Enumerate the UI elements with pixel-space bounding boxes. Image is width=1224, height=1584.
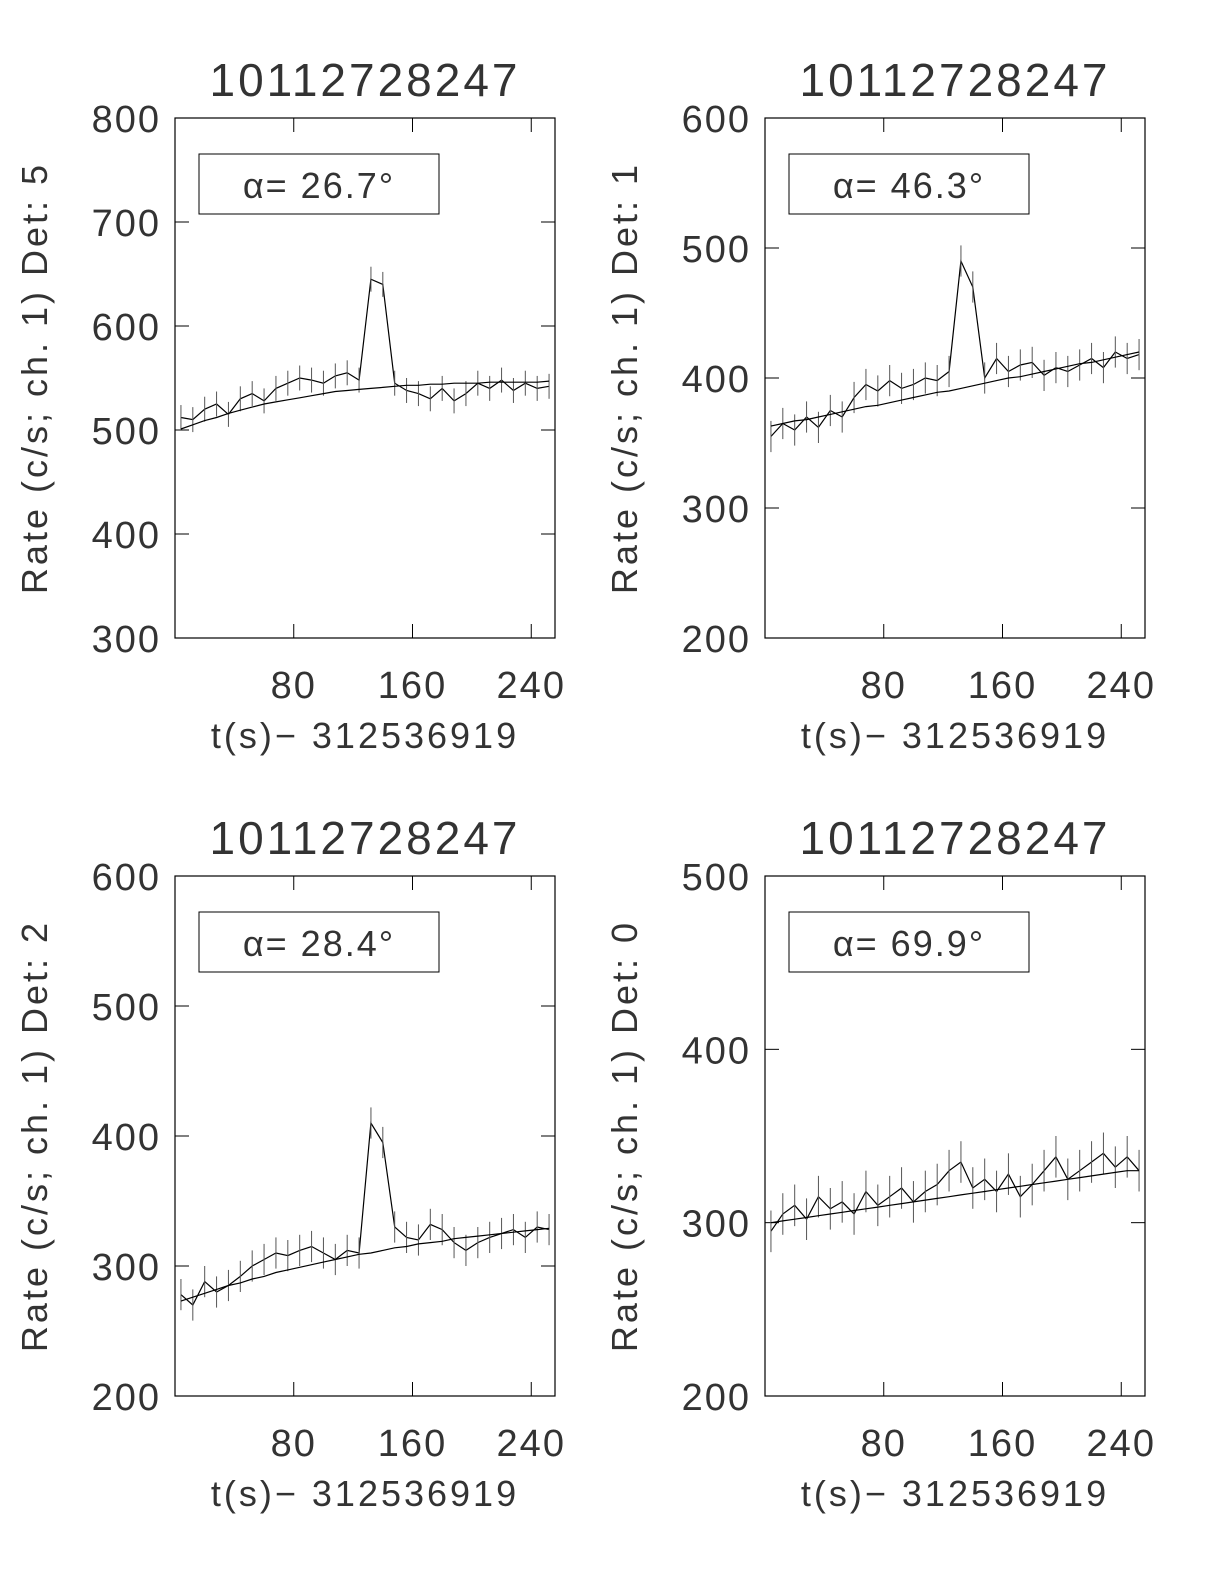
- plot-frame: [764, 875, 1146, 1397]
- y-tick-label: 200: [682, 1377, 751, 1419]
- x-tick-label: 240: [497, 1423, 566, 1465]
- annotation-box: [788, 153, 1030, 215]
- x-tick-label: 240: [1087, 665, 1156, 707]
- y-axis-label: Rate (c/s; ch. 1) Det: 0: [604, 920, 645, 1352]
- x-tick-label: 160: [378, 665, 447, 707]
- y-tick-label: 800: [92, 99, 161, 141]
- y-tick-label: 600: [92, 307, 161, 349]
- y-tick-label: 300: [682, 1204, 751, 1246]
- chart-title: 10112728247: [210, 812, 521, 864]
- y-axis-label: Rate (c/s; ch. 1) Det: 2: [14, 920, 55, 1352]
- fit-line: [770, 1170, 1140, 1224]
- x-axis-label: t(s)− 312536919: [801, 1473, 1109, 1514]
- plot-frame: [174, 117, 556, 639]
- data-line: [180, 1121, 550, 1306]
- x-tick-label: 80: [861, 665, 907, 707]
- x-axis-label: t(s)− 312536919: [211, 715, 519, 756]
- x-tick-label: 160: [968, 1423, 1037, 1465]
- y-tick-label: 400: [92, 1117, 161, 1159]
- fit-line: [180, 380, 550, 430]
- x-tick-label: 160: [378, 1423, 447, 1465]
- annotation-box: [198, 153, 440, 215]
- y-tick-label: 300: [92, 619, 161, 661]
- y-tick-label: 300: [92, 1247, 161, 1289]
- chart-title: 10112728247: [800, 54, 1111, 106]
- annotation: α= 26.7°: [243, 165, 395, 206]
- data-line: [770, 258, 1140, 437]
- x-tick-label: 240: [1087, 1423, 1156, 1465]
- y-tick-label: 700: [92, 203, 161, 245]
- y-tick-label: 200: [682, 619, 751, 661]
- x-tick-label: 80: [861, 1423, 907, 1465]
- annotation: α= 28.4°: [243, 923, 395, 964]
- fit-line: [770, 351, 1140, 427]
- y-tick-label: 200: [92, 1377, 161, 1419]
- y-tick-label: 600: [92, 857, 161, 899]
- x-axis-label: t(s)− 312536919: [211, 1473, 519, 1514]
- y-tick-label: 500: [92, 987, 161, 1029]
- x-tick-label: 160: [968, 665, 1037, 707]
- y-axis-label: Rate (c/s; ch. 1) Det: 5: [14, 162, 55, 594]
- x-tick-label: 240: [497, 665, 566, 707]
- y-tick-label: 600: [682, 99, 751, 141]
- chart-title: 10112728247: [800, 812, 1111, 864]
- annotation-box: [788, 911, 1030, 973]
- y-tick-label: 400: [682, 359, 751, 401]
- y-tick-label: 400: [92, 515, 161, 557]
- annotation-box: [198, 911, 440, 973]
- x-tick-label: 80: [271, 665, 317, 707]
- y-tick-label: 500: [92, 411, 161, 453]
- y-tick-label: 500: [682, 229, 751, 271]
- y-tick-label: 500: [682, 857, 751, 899]
- data-line: [770, 1152, 1140, 1232]
- y-tick-label: 300: [682, 489, 751, 531]
- x-tick-label: 80: [271, 1423, 317, 1465]
- data-line: [180, 278, 550, 421]
- y-axis-label: Rate (c/s; ch. 1) Det: 1: [604, 162, 645, 594]
- x-axis-label: t(s)− 312536919: [801, 715, 1109, 756]
- fit-line: [180, 1227, 550, 1302]
- annotation: α= 69.9°: [833, 923, 985, 964]
- chart-title: 10112728247: [210, 54, 521, 106]
- y-tick-label: 400: [682, 1030, 751, 1072]
- annotation: α= 46.3°: [833, 165, 985, 206]
